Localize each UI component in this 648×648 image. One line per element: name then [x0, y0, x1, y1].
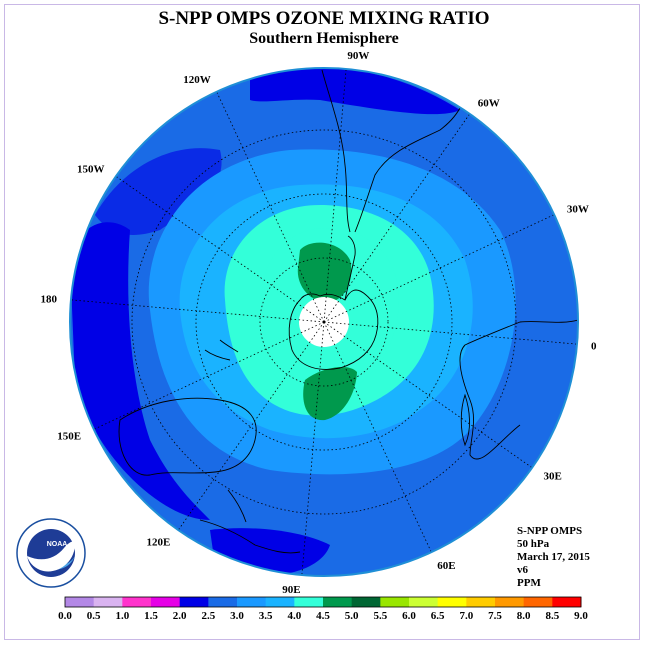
noaa-logo — [16, 518, 86, 588]
longitude-label: 0 — [591, 340, 597, 352]
colorbar-swatch — [323, 597, 353, 607]
antarctica-coast — [288, 289, 379, 370]
new-zealand-south — [204, 349, 231, 361]
australia-coast — [118, 397, 257, 476]
info-line-satellite: S-NPP OMPS — [517, 525, 583, 537]
colorbar-border — [64, 596, 582, 608]
latitude-circle-60s — [195, 193, 453, 451]
colorbar-tick-label: 8.5 — [545, 610, 559, 622]
new-zealand-north — [219, 339, 239, 353]
colorbar-tick-label: 0.0 — [58, 610, 72, 622]
colorbar-swatch — [237, 597, 267, 607]
colorbar-swatch — [380, 597, 410, 607]
colorbar-swatch — [495, 597, 525, 607]
colorbar-swatch — [294, 597, 324, 607]
colorbar-tick-label: 4.0 — [287, 610, 301, 622]
colorbar-tick-label: 4.5 — [316, 610, 330, 622]
map-title: S-NPP OMPS OZONE MIXING RATIO — [158, 8, 490, 29]
colorbar-swatch — [151, 597, 181, 607]
band-1.5-2.0-west — [70, 222, 210, 520]
colorbar-swatch — [523, 597, 553, 607]
longitude-label: 60W — [478, 97, 500, 109]
colorbar-tick-label: 7.5 — [488, 610, 502, 622]
longitude-label: 180 — [41, 294, 58, 306]
longitude-label: 120E — [146, 537, 170, 549]
colorbar-swatch — [466, 597, 496, 607]
longitude-label: 30E — [544, 471, 562, 483]
colorbar-tick-label: 5.5 — [373, 610, 387, 622]
latitude-circle-40s — [131, 129, 517, 515]
info-block: S-NPP OMPS 50 hPa March 17, 2015 v6 PPM — [517, 525, 590, 590]
colorbar-swatch — [351, 597, 381, 607]
island-chain — [227, 489, 247, 523]
indonesia-islands — [199, 519, 301, 554]
colorbar-tick-label: 3.0 — [230, 610, 244, 622]
colorbar-swatch — [65, 597, 95, 607]
longitude-labels: 0 30E 60E 90E 120E 150E 180 150W 120W 90W 60W 30W — [41, 50, 597, 596]
colorbar-swatch — [208, 597, 238, 607]
longitude-label: 60E — [437, 560, 455, 572]
colorbar-swatch — [552, 597, 582, 607]
colorbar-tick-label: 8.0 — [517, 610, 531, 622]
colorbar-swatch — [409, 597, 439, 607]
colorbar-swatch — [93, 597, 123, 607]
colorbar-tick-label: 1.5 — [144, 610, 158, 622]
info-line-units: PPM — [517, 577, 541, 589]
map-boundary — [69, 67, 579, 577]
colorbar-swatch — [179, 597, 209, 607]
colorbar-swatch — [265, 597, 295, 607]
longitude-label: 150W — [77, 163, 105, 175]
info-line-date: March 17, 2015 — [517, 551, 590, 563]
colorbar: 0.0 0.5 1.0 1.5 2.0 2.5 3.0 3.5 4.0 4.5 5.0 5.5 6.0 6… — [58, 596, 588, 622]
longitude-label: 30W — [567, 204, 589, 216]
colorbar-swatch — [437, 597, 467, 607]
south-america-west — [321, 69, 351, 233]
colorbar-tick-label: 3.5 — [259, 610, 273, 622]
colorbar-tick-label: 7.0 — [459, 610, 473, 622]
longitude-label: 150E — [57, 430, 81, 442]
latitude-circle-80s — [259, 257, 389, 387]
south-pole-marker — [322, 320, 326, 324]
colorbar-tick-label: 6.0 — [402, 610, 416, 622]
madagascar — [460, 393, 470, 447]
longitude-label: 120W — [183, 74, 211, 86]
map-subtitle: Southern Hemisphere — [249, 30, 399, 47]
colorbar-tick-label: 9.0 — [574, 610, 588, 622]
colorbar-tick-label: 2.0 — [173, 610, 187, 622]
colorbar-tick-label: 1.0 — [115, 610, 129, 622]
band-4.0-4.5-north — [297, 242, 352, 303]
band-1.5-2.0-north — [250, 68, 460, 115]
graticule — [70, 68, 578, 576]
info-line-version: v6 — [517, 564, 528, 576]
band-1.5-2.0-nw — [95, 148, 222, 235]
colorbar-tick-label: 2.5 — [201, 610, 215, 622]
antarctic-peninsula — [344, 235, 356, 301]
figure-frame — [4, 4, 640, 640]
colorbar-tick-label: 0.5 — [87, 610, 101, 622]
africa-coast — [459, 319, 578, 460]
longitude-label: 90E — [282, 584, 300, 596]
colorbar-swatch — [122, 597, 152, 607]
colorbar-tick-label: 6.5 — [431, 610, 445, 622]
longitude-label: 90W — [347, 50, 369, 62]
noaa-logo-text: NOAA — [46, 541, 68, 548]
info-line-pressure: 50 hPa — [517, 538, 550, 550]
colorbar-tick-label: 5.0 — [345, 610, 359, 622]
